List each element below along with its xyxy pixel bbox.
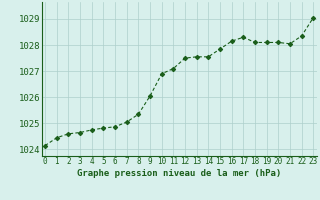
X-axis label: Graphe pression niveau de la mer (hPa): Graphe pression niveau de la mer (hPa) — [77, 169, 281, 178]
